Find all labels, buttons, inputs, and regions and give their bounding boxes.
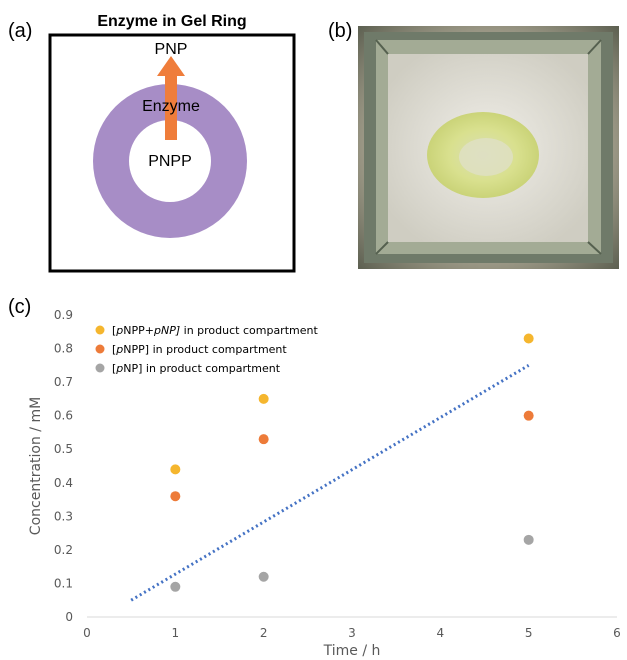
x-tick-label: 6 <box>613 626 621 640</box>
x-tick-label: 2 <box>260 626 268 640</box>
legend-marker <box>95 363 105 373</box>
data-point-series-2 <box>523 410 534 421</box>
ring-label: Enzyme <box>142 98 200 115</box>
x-tick-label: 1 <box>172 626 180 640</box>
panel-label-b: (b) <box>328 20 353 42</box>
chart-legend: [pNPP+pNP] in product compartment [pNPP] … <box>95 324 318 375</box>
y-tick-label: 0.4 <box>54 476 73 490</box>
y-tick-label: 0.3 <box>54 509 73 523</box>
ring-center <box>129 120 211 202</box>
data-point-series-2 <box>170 491 181 502</box>
legend-marker <box>95 344 105 354</box>
panel-label-a: (a) <box>8 20 33 42</box>
enzyme-gel-ring-diagram: Enzyme in Gel Ring PNP Enzyme PNPP <box>48 13 296 273</box>
diagram-title: Enzyme in Gel Ring <box>97 13 246 30</box>
x-tick-label: 4 <box>437 626 445 640</box>
y-tick-label: 0.6 <box>54 409 73 423</box>
data-point-series-3 <box>258 571 269 582</box>
product-arrow <box>157 56 185 140</box>
data-point-series-1 <box>258 393 269 404</box>
panel-label-c: (c) <box>8 296 32 318</box>
gel-ring-hole <box>459 138 513 176</box>
legend-marker <box>95 325 105 335</box>
y-tick-label: 0.8 <box>54 342 73 356</box>
x-tick-label: 5 <box>525 626 533 640</box>
legend-entry: [pNP] in product compartment <box>112 362 281 375</box>
data-point-series-3 <box>170 581 181 592</box>
legend-entry: [pNPP+pNP] in product compartment <box>112 324 318 337</box>
x-tick-label: 0 <box>83 626 91 640</box>
y-axis-label: Concentration / mM <box>28 397 44 535</box>
y-tick-label: 0.2 <box>54 543 73 557</box>
data-point-series-1 <box>170 464 181 475</box>
data-point-series-3 <box>523 534 534 545</box>
x-tick-label: 3 <box>348 626 356 640</box>
x-axis-label: Time / h <box>323 643 381 659</box>
y-tick-label: 0.5 <box>54 442 73 456</box>
data-point-series-2 <box>258 434 269 445</box>
legend-entry: [pNPP] in product compartment <box>112 343 287 356</box>
substrate-label: PNPP <box>148 153 192 170</box>
y-tick-label: 0 <box>65 610 73 624</box>
trendline <box>130 364 530 602</box>
concentration-chart: 0 0.1 0.2 0.3 0.4 0.5 0.6 0.7 0.8 0.9 0 1 2 3 4 5 6 Con… <box>28 308 621 659</box>
y-tick-label: 0.1 <box>54 576 73 590</box>
data-point-series-1 <box>523 333 534 344</box>
y-tick-label: 0.9 <box>54 308 73 322</box>
product-label: PNP <box>155 41 188 58</box>
gel-ring-photo <box>358 26 619 269</box>
y-tick-label: 0.7 <box>54 375 73 389</box>
